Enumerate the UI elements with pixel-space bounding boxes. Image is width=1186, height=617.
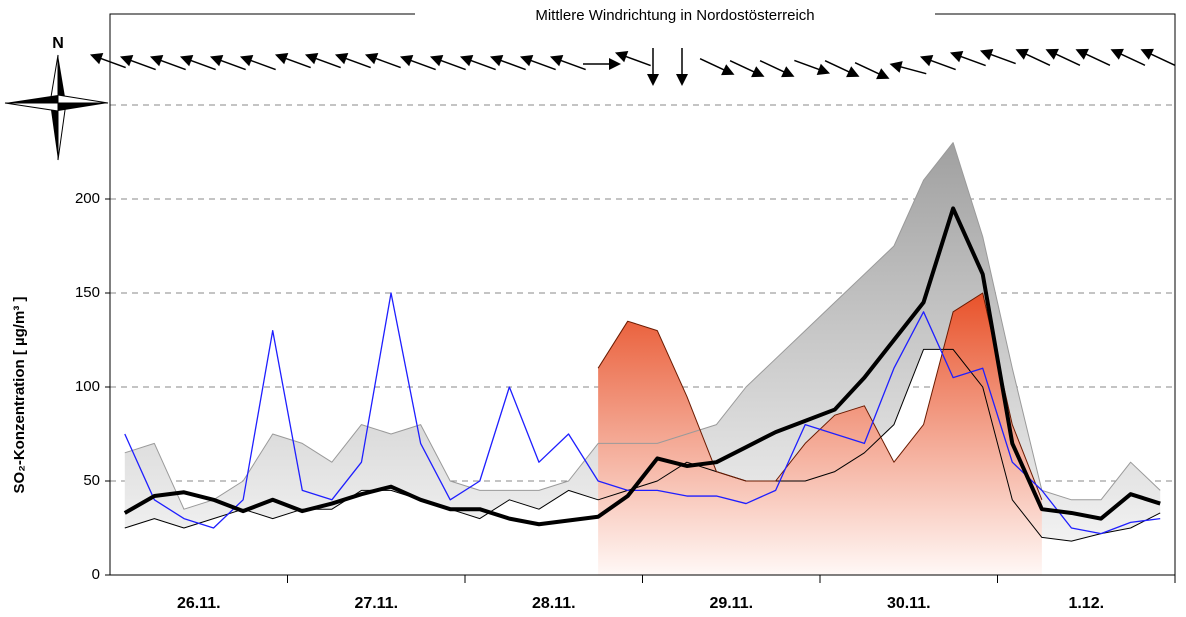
x-tick-label: 30.11. <box>887 595 931 612</box>
area <box>598 293 1042 575</box>
compass: N <box>4 35 109 161</box>
y-axis-label: SO₂-Konzentration [ µg/m³ ] <box>11 297 28 494</box>
x-tick-label: 28.11. <box>532 595 576 612</box>
line <box>123 206 1161 527</box>
y-tick-label: 100 <box>75 378 100 395</box>
wind-arrows <box>87 43 1179 87</box>
y-tick-label: 150 <box>75 284 100 301</box>
line <box>124 292 1161 535</box>
area <box>124 142 1161 542</box>
chart-title: Mittlere Windrichtung in Nordostösterrei… <box>535 7 814 24</box>
x-tick-label: 26.11. <box>177 595 221 612</box>
x-tick-label: 27.11. <box>354 595 398 612</box>
line <box>124 142 1161 510</box>
y-tick-label: 0 <box>92 566 100 583</box>
svg-text:N: N <box>52 35 64 52</box>
y-tick-label: 50 <box>83 472 100 489</box>
x-tick-label: 29.11. <box>709 595 753 612</box>
y-tick-label: 200 <box>75 190 100 207</box>
title-bg <box>415 4 935 24</box>
x-tick-label: 1.12. <box>1068 595 1104 612</box>
